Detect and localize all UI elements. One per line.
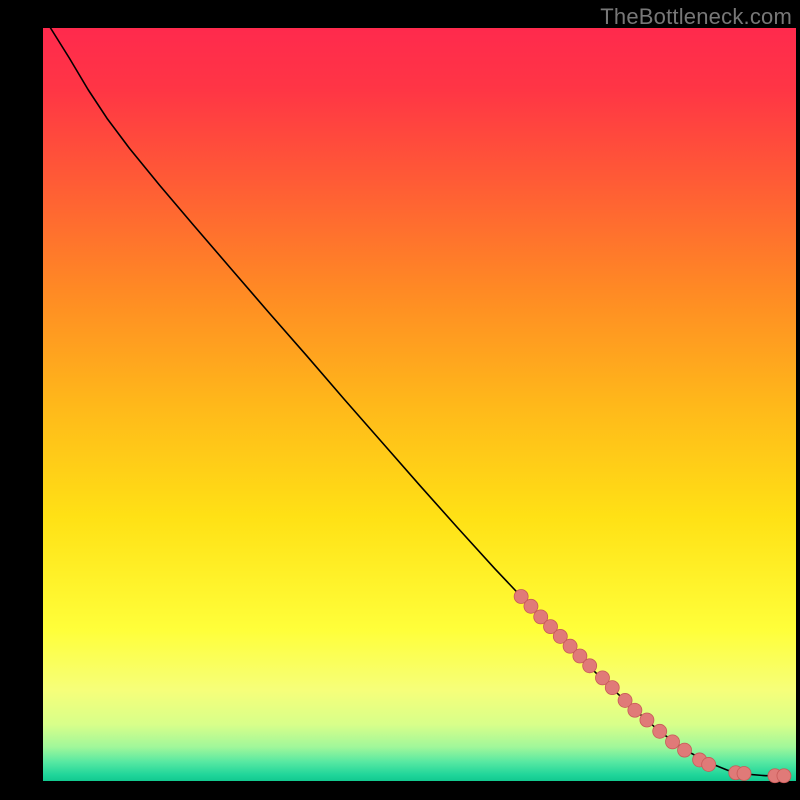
marker-dot bbox=[666, 735, 680, 749]
marker-dot bbox=[628, 703, 642, 717]
marker-dot bbox=[640, 713, 654, 727]
watermark-text: TheBottleneck.com bbox=[600, 4, 792, 30]
chart-svg bbox=[0, 0, 800, 800]
chart-container: TheBottleneck.com bbox=[0, 0, 800, 800]
marker-dot bbox=[524, 599, 538, 613]
marker-dot bbox=[583, 659, 597, 673]
marker-dot bbox=[737, 766, 751, 780]
marker-dot bbox=[678, 743, 692, 757]
plot-gradient-rect bbox=[43, 28, 796, 781]
marker-dot bbox=[605, 681, 619, 695]
marker-dot bbox=[777, 769, 791, 783]
marker-dot bbox=[653, 724, 667, 738]
marker-dot bbox=[702, 757, 716, 771]
